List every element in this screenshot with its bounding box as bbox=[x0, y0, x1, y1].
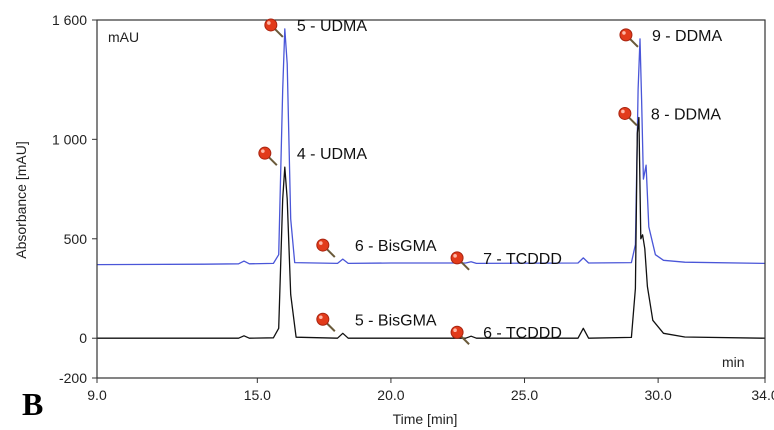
x-tick-label: 25.0 bbox=[511, 387, 538, 403]
peak-annotation: 5 - UDMA bbox=[264, 18, 368, 38]
pin-highlight bbox=[453, 328, 457, 333]
peak-label: 9 - DDMA bbox=[652, 28, 723, 45]
pin-marker bbox=[450, 251, 464, 265]
y-axis-title: Absorbance [mAU] bbox=[13, 141, 29, 259]
pin-highlight bbox=[319, 315, 323, 320]
plot-frame bbox=[96, 19, 766, 379]
x-axis-title: Time [min] bbox=[393, 411, 458, 427]
x-tick-label: 34.0 bbox=[751, 387, 774, 403]
y-unit-label: mAU bbox=[108, 29, 139, 45]
peak-label: 5 - UDMA bbox=[297, 18, 368, 35]
x-tick-label: 30.0 bbox=[644, 387, 671, 403]
y-tick-label: 1 600 bbox=[52, 12, 87, 28]
peak-annotation: 5 - BisGMA bbox=[316, 312, 437, 332]
pin-needle bbox=[268, 156, 278, 166]
peak-annotation: 8 - DDMA bbox=[618, 106, 722, 127]
peak-annotation: 6 - TCDDD bbox=[450, 325, 562, 345]
pin-needle bbox=[460, 335, 470, 345]
peak-annotation: 6 - BisGMA bbox=[316, 238, 437, 258]
pin-highlight bbox=[621, 109, 625, 114]
pin-highlight bbox=[453, 254, 457, 258]
pin-marker bbox=[258, 146, 272, 160]
pin-needle bbox=[326, 322, 336, 332]
pin-marker bbox=[450, 325, 464, 339]
pin-highlight bbox=[622, 31, 626, 35]
pin-highlight bbox=[267, 21, 271, 25]
pin-marker bbox=[316, 312, 330, 326]
pin-highlight bbox=[261, 149, 265, 153]
x-tick-label: 9.0 bbox=[87, 387, 107, 403]
pin-needle bbox=[628, 116, 638, 127]
peak-label: 4 - UDMA bbox=[297, 146, 368, 163]
pin-needle bbox=[326, 248, 336, 258]
y-tick-label: 500 bbox=[64, 231, 88, 247]
peak-annotation: 9 - DDMA bbox=[619, 28, 723, 48]
pin-needle bbox=[460, 261, 470, 271]
pin-highlight bbox=[319, 241, 323, 245]
pin-marker bbox=[264, 18, 278, 32]
x-unit-label: min bbox=[722, 354, 745, 370]
y-tick-label: -200 bbox=[59, 370, 87, 386]
peak-label: 6 - TCDDD bbox=[483, 325, 562, 342]
lower-trace bbox=[97, 116, 766, 339]
y-tick-label: 1 000 bbox=[52, 131, 87, 147]
peak-annotation: 7 - TCDDD bbox=[450, 251, 562, 271]
peak-label: 8 - DDMA bbox=[651, 106, 722, 123]
x-tick-label: 15.0 bbox=[244, 387, 271, 403]
pin-needle bbox=[274, 28, 284, 38]
pin-marker bbox=[618, 106, 632, 120]
x-tick-label: 20.0 bbox=[377, 387, 404, 403]
pin-marker bbox=[619, 28, 633, 42]
y-tick-label: 0 bbox=[79, 330, 87, 346]
pin-needle bbox=[629, 38, 639, 48]
peak-annotation: 4 - UDMA bbox=[258, 146, 368, 166]
upper-trace bbox=[96, 28, 766, 266]
pin-marker bbox=[316, 238, 330, 252]
peak-label: 5 - BisGMA bbox=[355, 312, 437, 329]
peak-label: 7 - TCDDD bbox=[483, 251, 562, 268]
peak-label: 6 - BisGMA bbox=[355, 238, 437, 255]
panel-letter: B bbox=[22, 386, 44, 422]
